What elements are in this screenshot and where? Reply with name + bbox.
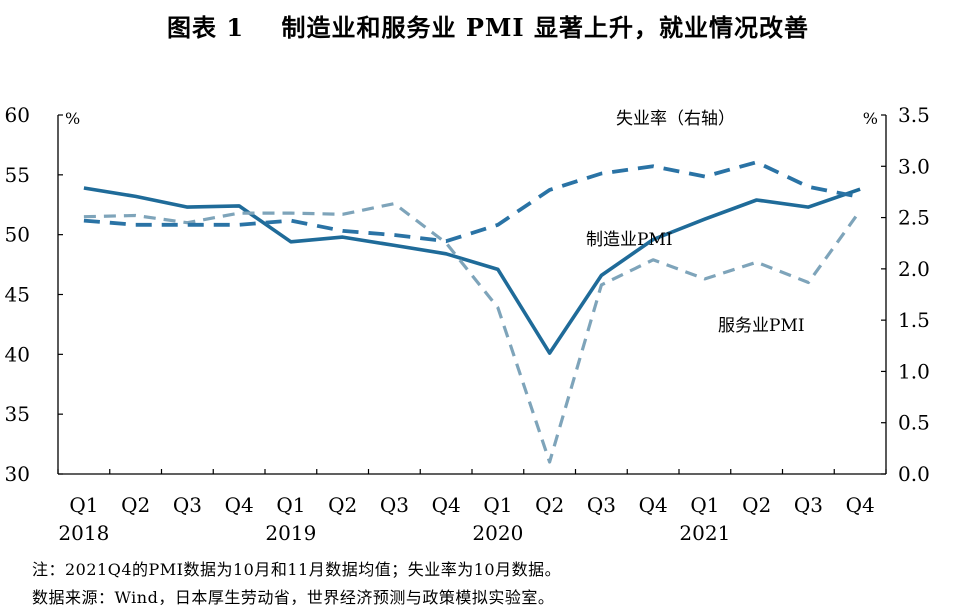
x-tick-label: Q3 bbox=[587, 493, 616, 517]
left-tick-label: 50 bbox=[5, 223, 30, 247]
footnote: 注：2021Q4的PMI数据为10月和11月数据均值；失业率为10月数据。 bbox=[32, 560, 562, 579]
x-tick-label: Q4 bbox=[846, 493, 875, 517]
x-tick-label: Q2 bbox=[742, 493, 771, 517]
x-tick-label: Q1 bbox=[276, 493, 305, 517]
x-tick-label: Q2 bbox=[328, 493, 357, 517]
x-tick-label: Q1 bbox=[690, 493, 719, 517]
x-tick-label: Q4 bbox=[639, 493, 668, 517]
left-tick-label: 45 bbox=[5, 283, 30, 307]
left-tick-label: 40 bbox=[5, 342, 30, 366]
right-tick-label: 0.5 bbox=[898, 411, 930, 435]
x-tick-label: Q3 bbox=[794, 493, 823, 517]
right-tick-label: 2.5 bbox=[898, 206, 930, 230]
x-tick-label: Q3 bbox=[380, 493, 409, 517]
x-tick-label: Q2 bbox=[121, 493, 150, 517]
year-label: 2020 bbox=[472, 521, 523, 545]
right-tick-label: 2.0 bbox=[898, 257, 930, 281]
left-tick-label: 35 bbox=[5, 402, 30, 426]
left-tick-label: 60 bbox=[5, 103, 30, 127]
labels-layer: 制造业PMI 服务业PMI 失业率（右轴） bbox=[586, 109, 805, 336]
chart-title: 图表 1 制造业和服务业 PMI 显著上升，就业情况改善 bbox=[166, 13, 810, 42]
series-label: 失业率（右轴） bbox=[616, 109, 735, 129]
series-layer bbox=[83, 160, 862, 464]
series-line bbox=[83, 160, 861, 244]
x-tick-label: Q1 bbox=[483, 493, 512, 517]
x-tick-label: Q4 bbox=[225, 493, 254, 517]
x-tick-label: Q4 bbox=[432, 493, 461, 517]
right-tick-label: 3.0 bbox=[898, 154, 930, 178]
right-tick-label: 1.5 bbox=[898, 308, 930, 332]
right-tick-label: 0.0 bbox=[898, 462, 930, 486]
right-tick-label: 1.0 bbox=[898, 359, 930, 383]
year-label: 2019 bbox=[265, 521, 316, 545]
axes-layer: 30 35 40 45 50 55 60 % 0.0 0.5 1.0 1.5 2.0 2.5 3.0 3.5%… bbox=[5, 103, 930, 545]
year-label: 2018 bbox=[58, 521, 109, 545]
source-note: 数据来源：Wind，日本厚生劳动省，世界经济预测与政策模拟实验室。 bbox=[32, 588, 555, 607]
left-tick-label: 30 bbox=[5, 462, 30, 486]
series-label: 服务业PMI bbox=[718, 316, 805, 336]
x-tick-label: Q2 bbox=[535, 493, 564, 517]
year-label: 2021 bbox=[679, 521, 730, 545]
x-tick-label: Q3 bbox=[173, 493, 202, 517]
right-tick-label: 3.5 bbox=[898, 103, 930, 127]
x-tick-label: Q1 bbox=[69, 493, 98, 517]
left-axis-unit: % bbox=[65, 109, 80, 128]
right-axis-unit: % bbox=[863, 109, 878, 128]
line-chart: 30 35 40 45 50 55 60 % 0.0 0.5 1.0 1.5 2.0 2.5 3.0 3.5%… bbox=[5, 103, 930, 545]
series-line bbox=[83, 186, 861, 355]
series-line bbox=[83, 202, 862, 464]
series-label: 制造业PMI bbox=[586, 230, 673, 250]
left-tick-label: 55 bbox=[5, 163, 30, 187]
